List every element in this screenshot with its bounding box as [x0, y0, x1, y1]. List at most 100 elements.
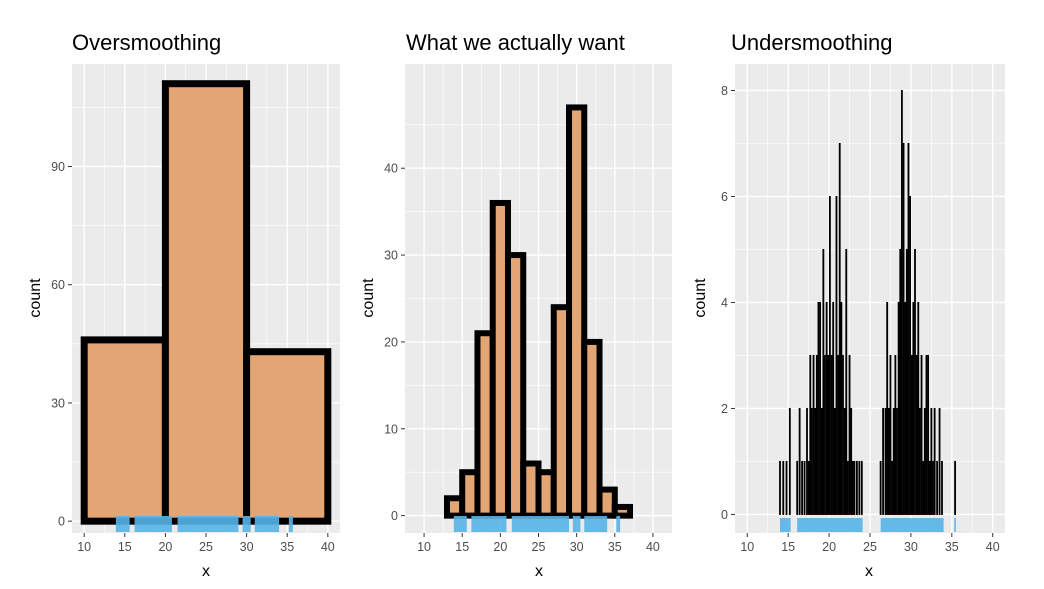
x-tick-label: 10 [740, 540, 754, 554]
y-tick-label: 30 [384, 249, 398, 263]
histogram-bar [843, 407, 846, 515]
histogram-bar [840, 301, 843, 515]
histogram-bar [820, 407, 823, 515]
x-tick-label: 15 [455, 540, 469, 554]
x-axis: 10 15 20 25 30 35 40 [77, 533, 335, 554]
histogram-bar [835, 195, 838, 515]
histogram-bar [922, 460, 925, 515]
rug-segment [242, 516, 251, 532]
histogram-bar [837, 354, 840, 515]
histogram-bar [611, 503, 634, 519]
x-tick-label: 20 [493, 540, 507, 554]
histogram-bar [882, 407, 885, 515]
histogram-bar [889, 354, 892, 515]
histogram-bar [801, 460, 804, 515]
panel-what-we-actually-want: What we actually want 0 10 20 30 40 10 15 20 25… [360, 30, 672, 580]
histogram-bar [815, 354, 818, 515]
rug-marks [780, 518, 956, 532]
x-tick-label: 15 [118, 540, 132, 554]
histogram-bar [954, 460, 957, 515]
rug-segment [797, 518, 863, 532]
histogram-bar [884, 407, 887, 515]
histogram-bar [915, 354, 918, 515]
x-tick-label: 20 [158, 540, 172, 554]
histogram-bar [504, 252, 527, 519]
y-axis: 0 30 60 90 [51, 160, 72, 529]
x-tick-label: 40 [986, 540, 1000, 554]
histogram-bar [899, 248, 902, 515]
histogram-bar [917, 301, 920, 515]
panel-oversmoothing: Oversmoothing 0 30 60 90 10 15 20 25 30 35 40 x c… [27, 30, 340, 580]
histogram-bar [907, 142, 910, 515]
grid-lines [735, 64, 1005, 533]
rug-segment [584, 516, 608, 532]
histogram-bar [807, 460, 810, 515]
histogram-bar [851, 460, 854, 515]
histogram-bar [920, 354, 923, 515]
histogram-bar [833, 407, 836, 515]
histogram-bar [845, 248, 848, 515]
histogram-bar [161, 80, 251, 525]
histogram-bar [822, 248, 825, 515]
histogram-bar [860, 460, 863, 515]
histogram-bar [928, 460, 931, 515]
histogram-bar [779, 460, 781, 515]
histogram-bar [897, 301, 900, 515]
histogram-bar [891, 460, 894, 515]
histogram-bar [824, 354, 826, 515]
y-tick-label: 10 [384, 422, 398, 436]
rug-segment [177, 516, 239, 532]
x-axis-title: x [865, 563, 873, 580]
x-axis-title: x [535, 563, 543, 580]
x-axis: 10 15 20 25 30 35 40 [740, 533, 1000, 554]
histogram-bar [930, 407, 933, 515]
rug-segment [780, 518, 791, 532]
histogram-bar [925, 354, 928, 515]
histogram-bar [896, 407, 898, 515]
bars [779, 89, 957, 515]
histogram-bar [912, 301, 915, 515]
histogram-bar [782, 460, 785, 515]
rug-segment [254, 516, 280, 532]
y-axis: 0 2 4 6 8 [721, 84, 735, 522]
histogram-bar [819, 301, 822, 515]
histogram-bar [856, 460, 858, 515]
histogram-bar [892, 407, 895, 515]
histogram-bar [894, 354, 897, 515]
y-axis-title: count [692, 278, 709, 318]
panel-title: What we actually want [406, 30, 625, 55]
x-tick-label: 40 [646, 540, 660, 554]
x-tick-label: 10 [417, 540, 431, 554]
histogram-bar [941, 460, 943, 515]
x-tick-label: 35 [608, 540, 622, 554]
histogram-bar [830, 354, 833, 515]
histogram-bar [581, 338, 603, 519]
histogram-bar [838, 142, 841, 515]
x-tick-label: 35 [945, 540, 959, 554]
bars [80, 80, 332, 525]
histogram-bar [798, 407, 801, 515]
y-tick-label: 20 [384, 335, 398, 349]
y-tick-label: 40 [384, 162, 398, 176]
y-tick-label: 30 [51, 396, 65, 410]
y-axis: 0 10 20 30 40 [384, 162, 405, 523]
x-tick-label: 10 [77, 540, 91, 554]
histogram-bar [879, 460, 882, 515]
histogram-bar [842, 354, 844, 515]
rug-segment [954, 518, 956, 532]
histogram-bar [827, 354, 830, 515]
x-tick-label: 30 [904, 540, 918, 554]
y-tick-label: 6 [721, 190, 728, 204]
x-axis-title: x [202, 563, 210, 580]
histogram-bar [809, 354, 812, 515]
x-tick-label: 40 [321, 540, 335, 554]
histogram-bar [927, 354, 930, 515]
x-tick-label: 25 [199, 540, 213, 554]
histogram-bar [902, 142, 905, 515]
x-tick-label: 30 [240, 540, 254, 554]
y-tick-label: 8 [721, 84, 728, 98]
histogram-bar [919, 407, 921, 515]
x-tick-label: 15 [781, 540, 795, 554]
x-tick-label: 20 [822, 540, 836, 554]
x-tick-label: 30 [570, 540, 584, 554]
